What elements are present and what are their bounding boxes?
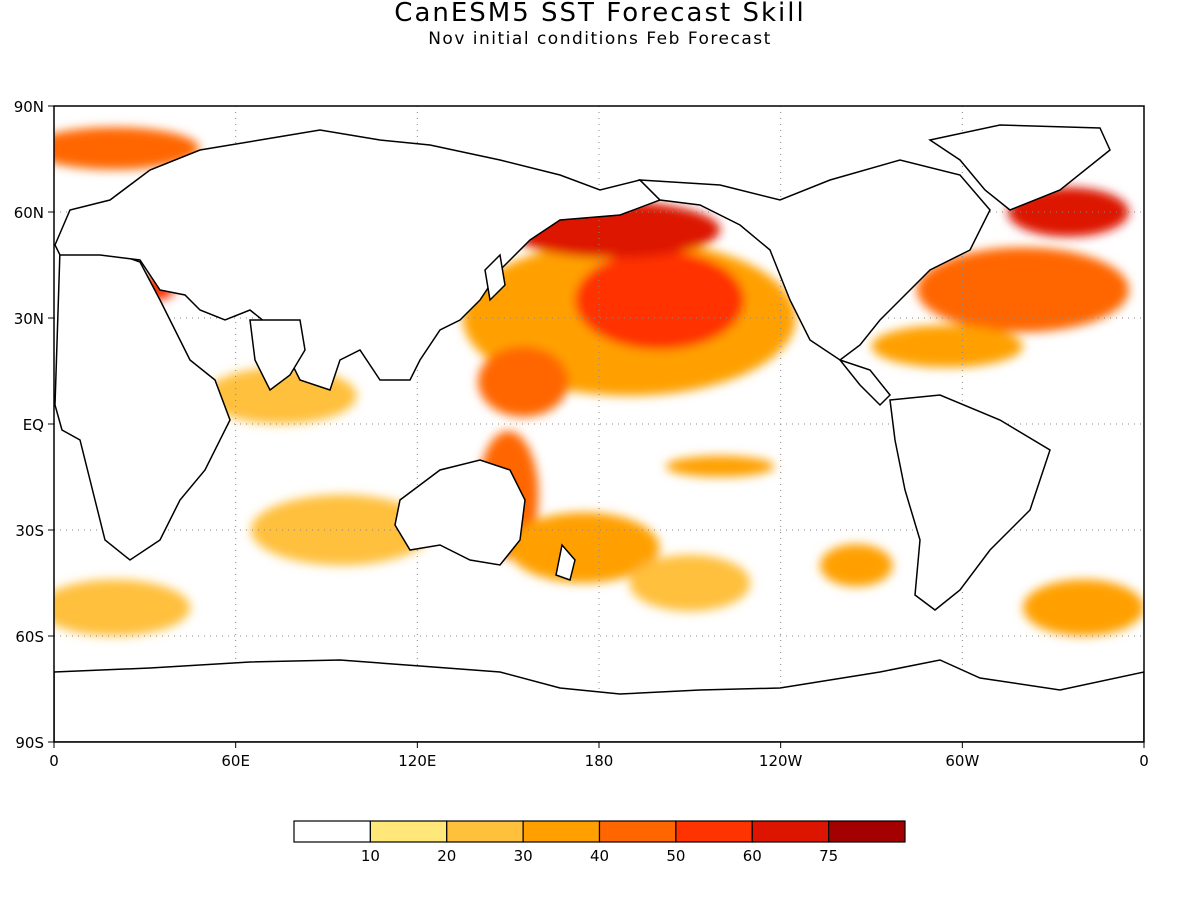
land-africa — [54, 247, 231, 561]
y-tick-label: 30S — [15, 522, 44, 540]
x-tick-label: 120W — [759, 752, 803, 770]
land-india — [249, 319, 306, 392]
skill-region-15 — [1022, 579, 1144, 636]
land-new-zealand — [555, 543, 576, 581]
map-subtitle: Nov initial conditions Feb Forecast — [428, 29, 772, 49]
y-tick-label: 60S — [15, 628, 44, 646]
land-north-america — [638, 159, 991, 361]
skill-region-11 — [54, 127, 200, 170]
colorbar-label: 20 — [437, 847, 456, 865]
skill-region-3 — [477, 346, 569, 417]
colorbar-swatch — [598, 820, 677, 843]
land-central-america — [837, 358, 892, 407]
skill-field-layer — [54, 127, 1144, 636]
y-tick-label: 30N — [14, 310, 44, 328]
x-tick-label: 120E — [398, 752, 436, 770]
colorbar-swatch — [446, 820, 524, 843]
colorbar-label: 40 — [590, 847, 609, 865]
coastlines — [54, 124, 1144, 742]
colorbar-swatch — [828, 820, 906, 843]
colorbar-label: 10 — [361, 847, 380, 865]
land-australia — [394, 459, 526, 566]
x-tick-label: 0 — [49, 752, 59, 770]
y-tick-label: 90S — [15, 734, 44, 752]
land-japan — [484, 253, 506, 302]
x-tick-label: 60W — [945, 752, 979, 770]
skill-region-17 — [629, 554, 751, 612]
land-antarctica — [54, 659, 1144, 742]
colorbar-swatch — [293, 820, 371, 843]
x-axis-ticks: 0 60E 120E 180 120W 60W 0 — [49, 742, 1149, 770]
skill-region-1 — [574, 250, 745, 350]
colorbar-label: 60 — [743, 847, 762, 865]
colorbar-label: 50 — [666, 847, 685, 865]
colorbar-swatch — [369, 820, 448, 843]
y-axis-ticks: 90N 60N 30N EQ 30S 60S 90S — [14, 98, 54, 752]
skill-region-13 — [250, 494, 433, 566]
colorbar-label: 75 — [819, 847, 838, 865]
y-tick-label: EQ — [23, 416, 44, 434]
y-tick-label: 60N — [14, 204, 44, 222]
map-title: CanESM5 SST Forecast Skill — [394, 0, 806, 28]
skill-region-9 — [871, 325, 1023, 368]
x-tick-label: 0 — [1139, 752, 1149, 770]
x-tick-label: 60E — [221, 752, 250, 770]
skill-region-14 — [54, 579, 191, 636]
colorbar-swatch — [751, 820, 830, 843]
colorbar-label: 30 — [514, 847, 533, 865]
land-eurasia — [54, 129, 662, 391]
land-greenland — [928, 124, 1111, 211]
y-tick-label: 90N — [14, 98, 44, 116]
skill-region-7 — [916, 247, 1129, 333]
x-tick-label: 180 — [585, 752, 614, 770]
skill-region-6 — [665, 455, 775, 477]
colorbar-swatch — [675, 820, 753, 843]
colorbar: 10 20 30 40 50 60 75 — [293, 820, 906, 865]
skill-region-16 — [820, 544, 893, 587]
colorbar-swatch — [522, 820, 601, 843]
land-south-america — [889, 394, 1051, 611]
